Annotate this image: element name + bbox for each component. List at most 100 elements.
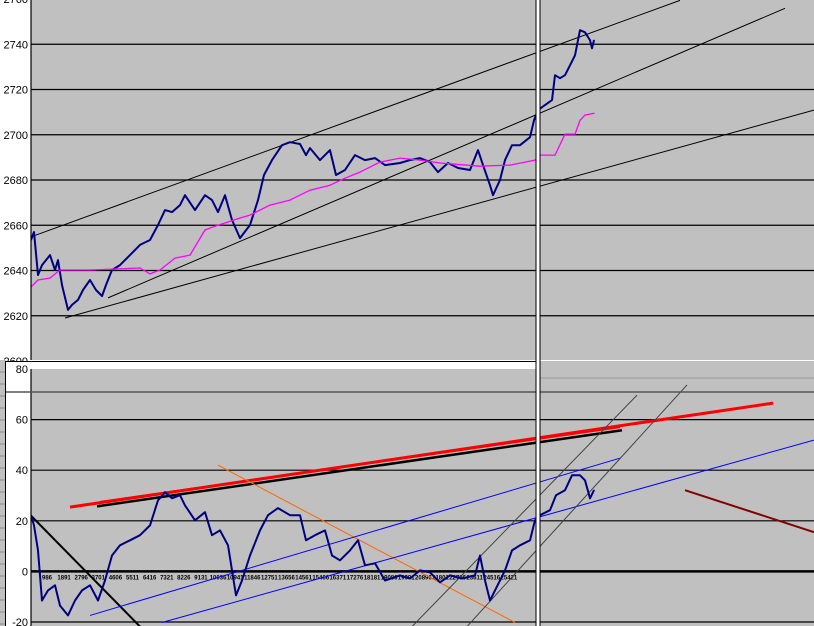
- data-point: [239, 237, 241, 239]
- data-point: [529, 136, 531, 138]
- y-tick-label: 2680: [4, 175, 28, 187]
- x-tick-label: 23611: [467, 575, 484, 581]
- data-point: [399, 157, 401, 159]
- trendline: [684, 489, 814, 534]
- data-point: [299, 514, 301, 516]
- trendline: [64, 109, 814, 319]
- oscillator-chart: -20 0 20 40 60 80 986 1891 2796 3701 4606 5511 6416 7…: [0, 360, 814, 626]
- data-point: [71, 304, 73, 306]
- y-tick-label: 40: [16, 465, 28, 477]
- data-point: [339, 559, 341, 561]
- data-point: [263, 174, 265, 176]
- trendline: [466, 384, 688, 626]
- data-point: [384, 579, 386, 582]
- data-point: [289, 141, 291, 143]
- data-point: [89, 279, 91, 281]
- y-tick-label: -20: [12, 617, 28, 626]
- data-point: [554, 154, 556, 156]
- data-point: [549, 509, 551, 511]
- data-point: [49, 254, 51, 256]
- data-point: [95, 289, 97, 291]
- trendline: [31, 514, 141, 626]
- data-point: [267, 514, 269, 516]
- data-point: [494, 589, 496, 591]
- data-point: [504, 159, 506, 161]
- data-point: [544, 104, 546, 106]
- data-point: [344, 177, 346, 179]
- data-point: [111, 554, 113, 557]
- data-point: [399, 162, 401, 164]
- data-point: [105, 284, 107, 286]
- y-tick-label: 2760: [4, 0, 28, 6]
- data-point: [59, 269, 61, 271]
- data-point: [119, 544, 121, 546]
- data-point: [492, 194, 494, 196]
- data-point: [437, 171, 439, 173]
- x-tick-label: 7321: [160, 575, 174, 581]
- data-point: [157, 224, 159, 226]
- data-point: [129, 254, 131, 256]
- data-point: [164, 209, 166, 211]
- divider: [536, 0, 540, 626]
- data-point: [61, 284, 63, 286]
- y-tick-label: 2620: [4, 311, 28, 323]
- data-point: [139, 267, 141, 269]
- data-point: [77, 299, 79, 301]
- data-point: [101, 295, 103, 297]
- data-point: [554, 74, 556, 76]
- x-tick-label: 5511: [126, 575, 140, 581]
- series-line: [31, 112, 595, 288]
- data-point: [41, 599, 43, 602]
- data-point: [419, 157, 421, 159]
- x-tick-label: 21801: [432, 575, 449, 581]
- data-point: [204, 194, 206, 196]
- data-point: [399, 574, 401, 577]
- data-point: [277, 507, 279, 509]
- data-point: [54, 269, 56, 271]
- x-tick-label: 17276: [347, 575, 364, 581]
- trendline: [96, 428, 623, 508]
- data-point: [469, 169, 471, 171]
- data-point: [379, 161, 381, 163]
- data-point: [329, 149, 331, 151]
- data-point: [335, 174, 337, 176]
- series-line: [31, 474, 595, 617]
- data-point: [33, 524, 35, 526]
- data-point: [319, 159, 321, 161]
- data-point: [374, 157, 376, 159]
- data-point: [97, 599, 99, 602]
- left-strip: [0, 360, 6, 626]
- y-tick-label: 2660: [4, 220, 28, 232]
- data-point: [271, 159, 273, 161]
- data-point: [289, 514, 291, 516]
- data-point: [204, 511, 206, 513]
- data-point: [482, 164, 484, 166]
- data-point: [534, 159, 536, 161]
- data-point: [219, 529, 221, 532]
- data-point: [37, 549, 39, 552]
- panel-frame-right: [538, 361, 814, 369]
- data-point: [67, 309, 69, 311]
- data-point: [104, 579, 106, 582]
- y-tick-label: 2720: [4, 85, 28, 97]
- data-point: [579, 474, 581, 476]
- data-point: [511, 549, 513, 552]
- data-point: [89, 269, 91, 271]
- data-point: [249, 214, 251, 216]
- data-point: [357, 539, 359, 541]
- price-chart: 260026202640266026802700272027402760: [4, 0, 814, 368]
- data-point: [174, 257, 176, 259]
- data-point: [479, 165, 481, 167]
- y-tick-label: 80: [16, 364, 28, 376]
- data-point: [179, 204, 181, 206]
- x-tick-label: 6416: [143, 575, 157, 581]
- data-point: [239, 217, 241, 219]
- data-point: [329, 184, 331, 186]
- x-tick-label: 20896: [415, 575, 432, 581]
- data-point: [419, 569, 421, 571]
- data-point: [579, 119, 581, 121]
- trendline: [411, 394, 638, 626]
- data-point: [439, 162, 441, 164]
- x-tick-label: 8226: [177, 575, 191, 581]
